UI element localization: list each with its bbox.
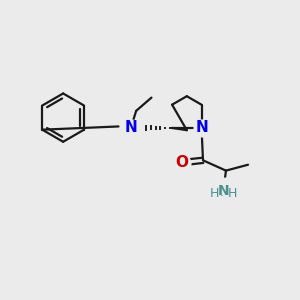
Text: O: O bbox=[175, 155, 188, 170]
Text: ·: · bbox=[219, 190, 223, 203]
Text: N: N bbox=[218, 184, 230, 198]
Text: N: N bbox=[124, 120, 137, 135]
Text: H: H bbox=[228, 187, 237, 200]
Text: H: H bbox=[210, 187, 220, 200]
Text: N: N bbox=[195, 120, 208, 135]
